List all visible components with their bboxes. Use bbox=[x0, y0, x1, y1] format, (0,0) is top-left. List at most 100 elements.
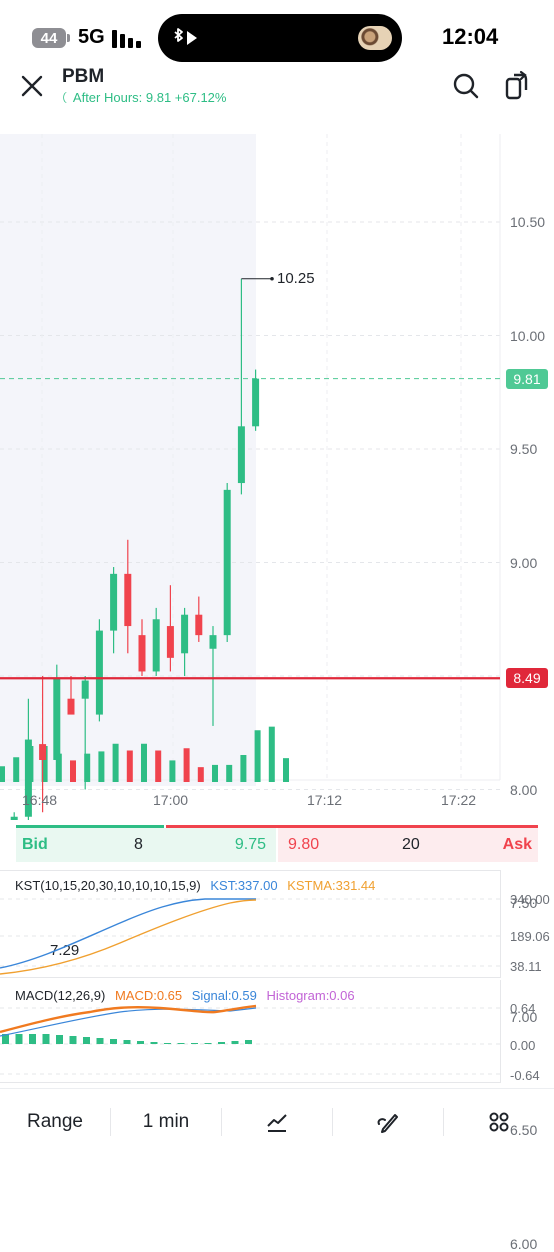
clock: 12:04 bbox=[442, 24, 499, 49]
kstma-value: KSTMA:331.44 bbox=[287, 878, 376, 893]
volume-bar bbox=[98, 751, 105, 782]
signal-line bbox=[0, 1007, 257, 1037]
candle-body bbox=[53, 678, 61, 760]
toolbar-divider bbox=[0, 1088, 554, 1089]
ticker-symbol: PBM bbox=[62, 66, 105, 87]
macd-axis-top: 0.64 bbox=[510, 1001, 536, 1016]
search-icon[interactable] bbox=[450, 70, 482, 102]
draw-button[interactable] bbox=[333, 1092, 443, 1152]
volume-bar bbox=[254, 730, 261, 782]
volume-bar bbox=[0, 766, 5, 782]
ask-bar bbox=[166, 825, 538, 828]
y-tick: 8.00 bbox=[510, 781, 538, 798]
histogram-bar bbox=[177, 1043, 185, 1044]
bid-panel: Bid 8 9.75 bbox=[16, 828, 276, 862]
histogram-bar bbox=[137, 1041, 144, 1044]
ask-price: 9.80 bbox=[288, 836, 320, 853]
volume-bar bbox=[41, 746, 48, 782]
y-tick: 7.00 bbox=[510, 1008, 538, 1025]
histogram-bar bbox=[96, 1038, 104, 1044]
histogram-bar bbox=[56, 1035, 63, 1044]
histogram-bar bbox=[245, 1040, 252, 1044]
kst-title: KST(10,15,20,30,10,10,10,15,9) KST:337.0… bbox=[15, 878, 381, 893]
histogram-bar bbox=[69, 1036, 77, 1044]
status-bar: 44 5G 12:04 bbox=[0, 0, 554, 70]
draw-icon bbox=[377, 1114, 398, 1133]
close-icon[interactable] bbox=[16, 70, 48, 102]
macd-name: MACD(12,26,9) bbox=[15, 988, 106, 1003]
volume-bar bbox=[155, 750, 162, 782]
signal-value: Signal:0.59 bbox=[191, 988, 257, 1003]
candle-body bbox=[95, 630, 103, 715]
more-button[interactable] bbox=[444, 1092, 554, 1152]
candle-body bbox=[67, 698, 75, 715]
macd-line bbox=[0, 1004, 257, 1034]
volume-bar bbox=[112, 743, 119, 782]
y-tick: 9.50 bbox=[510, 441, 538, 457]
volume-bar bbox=[70, 760, 76, 782]
toolbar-sep bbox=[443, 1108, 444, 1136]
app-avatar-icon bbox=[358, 26, 392, 50]
histogram-bar bbox=[191, 1043, 198, 1044]
y-tick: 6.00 bbox=[510, 1235, 538, 1252]
volume-bar bbox=[268, 726, 275, 782]
macd-chart bbox=[0, 1004, 500, 1075]
kst-panel[interactable] bbox=[0, 870, 501, 978]
y-tick: 10.00 bbox=[510, 327, 546, 344]
price-line-badge[interactable]: 8.49 bbox=[506, 668, 548, 689]
x-tick-1712: 17:12 bbox=[307, 792, 343, 808]
indicator-icon bbox=[267, 1114, 287, 1132]
moon-icon bbox=[63, 92, 67, 103]
volume-bar bbox=[84, 753, 91, 782]
kst-value: KST:337.00 bbox=[210, 878, 278, 893]
candle-body bbox=[39, 744, 47, 760]
x-tick-1648: 16:48 bbox=[22, 792, 58, 808]
histogram-bar bbox=[110, 1039, 117, 1044]
candle-body bbox=[138, 635, 146, 672]
candle-body bbox=[252, 378, 260, 427]
kst-line bbox=[0, 898, 256, 969]
macd-panel[interactable] bbox=[0, 980, 501, 1083]
chart-grid bbox=[0, 134, 501, 790]
volume-bar bbox=[126, 750, 133, 782]
signal-icon bbox=[112, 28, 144, 48]
bid-label: Bid bbox=[22, 836, 48, 853]
y-tick: 6.50 bbox=[510, 1122, 538, 1138]
histogram-bar bbox=[83, 1037, 90, 1044]
y-tick: 9.00 bbox=[510, 554, 538, 571]
kst-name: KST(10,15,20,30,10,10,10,15,9) bbox=[15, 878, 201, 893]
candle-body bbox=[181, 614, 189, 654]
session-highlight bbox=[0, 134, 256, 786]
histogram-bar bbox=[42, 1034, 50, 1044]
histogram-bar bbox=[164, 1043, 171, 1044]
bid-bar bbox=[16, 825, 164, 828]
candle-body bbox=[152, 619, 160, 672]
volume-bar bbox=[169, 760, 176, 782]
volume-bar bbox=[183, 748, 190, 782]
volume-bar bbox=[283, 758, 289, 782]
share-icon[interactable] bbox=[502, 70, 534, 102]
candle-body bbox=[237, 426, 245, 484]
histogram-value: Histogram:0.06 bbox=[266, 988, 355, 1003]
candle-body bbox=[223, 489, 231, 636]
kstma-line bbox=[0, 899, 257, 975]
kst-axis-mid: 189.06 bbox=[510, 929, 550, 944]
candlestick-chart[interactable] bbox=[0, 130, 554, 820]
interval-button[interactable]: 1 min bbox=[142, 1111, 190, 1132]
y-tick: 10.50 bbox=[510, 214, 546, 230]
macd-histogram bbox=[2, 1034, 252, 1044]
toolbar-sep bbox=[221, 1108, 222, 1136]
histogram-bar bbox=[150, 1042, 158, 1044]
histogram-bar bbox=[15, 1034, 23, 1044]
range-button[interactable]: Range bbox=[27, 1111, 83, 1132]
candle-body bbox=[209, 635, 217, 649]
grid-icon bbox=[489, 1112, 509, 1132]
histogram-bar bbox=[2, 1034, 9, 1044]
ask-panel: 9.80 20 Ask bbox=[278, 828, 538, 862]
volume-bar bbox=[55, 753, 62, 782]
indicator-button[interactable] bbox=[222, 1092, 332, 1152]
kst-axis-top: 340.00 bbox=[510, 892, 550, 907]
candle-body bbox=[124, 573, 132, 627]
histogram-bar bbox=[29, 1034, 36, 1044]
volume-bar bbox=[212, 764, 218, 782]
